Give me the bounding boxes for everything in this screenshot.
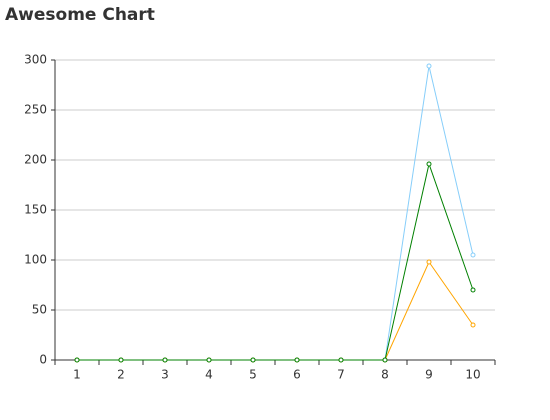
- y-tick-label: 300: [24, 53, 47, 67]
- x-tick-label: 10: [465, 368, 480, 382]
- point: [470, 252, 476, 258]
- x-tick-label: 9: [425, 368, 433, 382]
- series-line: [77, 162, 474, 361]
- series-line: [77, 260, 474, 361]
- y-tick-label: 250: [24, 103, 47, 117]
- x-tick-label: 5: [249, 368, 257, 382]
- x-tick-label: 1: [73, 368, 81, 382]
- x-tick-label: 8: [381, 368, 389, 382]
- y-tick-label: 0: [39, 353, 47, 367]
- y-tick-label: 150: [24, 203, 47, 217]
- point: [162, 357, 168, 363]
- point: [74, 357, 80, 363]
- point: [382, 357, 388, 363]
- x-tick-label: 3: [161, 368, 169, 382]
- point: [294, 357, 300, 363]
- point: [118, 357, 124, 363]
- point: [426, 259, 432, 265]
- point: [470, 322, 476, 328]
- point: [426, 161, 432, 167]
- y-tick-label: 200: [24, 153, 47, 167]
- point: [426, 63, 432, 69]
- point: [250, 357, 256, 363]
- y-tick-label: 50: [32, 303, 47, 317]
- x-tick-label: 7: [337, 368, 345, 382]
- x-tick-label: 6: [293, 368, 301, 382]
- point: [206, 357, 212, 363]
- x-tick-label: 4: [205, 368, 213, 382]
- x-tick-label: 2: [117, 368, 125, 382]
- y-tick-label: 100: [24, 253, 47, 267]
- chart-title: Awesome Chart: [5, 5, 155, 25]
- point: [470, 287, 476, 293]
- point: [338, 357, 344, 363]
